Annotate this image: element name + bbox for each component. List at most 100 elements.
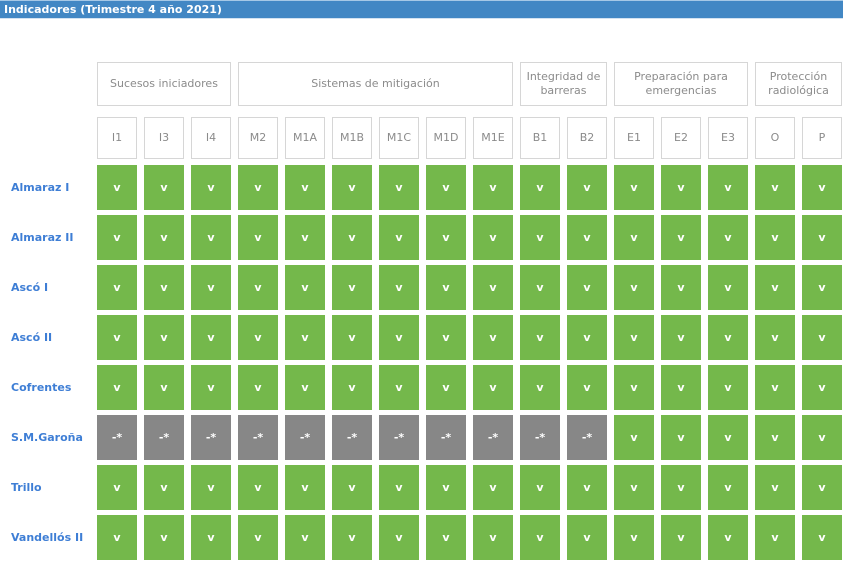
cell-almaraz-i-m1a[interactable]: v (285, 165, 325, 210)
cell-s-m-garona-b2[interactable]: -* (567, 415, 607, 460)
cell-asco-i-e2[interactable]: v (661, 265, 701, 310)
cell-vandellos-ii-e3[interactable]: v (708, 515, 748, 560)
cell-asco-i-o[interactable]: v (755, 265, 795, 310)
cell-trillo-o[interactable]: v (755, 465, 795, 510)
cell-cofrentes-m1e[interactable]: v (473, 365, 513, 410)
cell-trillo-i4[interactable]: v (191, 465, 231, 510)
cell-cofrentes-m1d[interactable]: v (426, 365, 466, 410)
cell-s-m-garona-m1b[interactable]: -* (332, 415, 372, 460)
cell-asco-i-m1c[interactable]: v (379, 265, 419, 310)
cell-almaraz-ii-m2[interactable]: v (238, 215, 278, 260)
cell-vandellos-ii-m1e[interactable]: v (473, 515, 513, 560)
cell-trillo-m1b[interactable]: v (332, 465, 372, 510)
cell-cofrentes-i1[interactable]: v (97, 365, 137, 410)
cell-vandellos-ii-e1[interactable]: v (614, 515, 654, 560)
cell-asco-i-m2[interactable]: v (238, 265, 278, 310)
cell-asco-i-e1[interactable]: v (614, 265, 654, 310)
cell-vandellos-ii-i3[interactable]: v (144, 515, 184, 560)
cell-almaraz-i-p[interactable]: v (802, 165, 842, 210)
cell-vandellos-ii-i4[interactable]: v (191, 515, 231, 560)
cell-s-m-garona-m2[interactable]: -* (238, 415, 278, 460)
cell-asco-ii-o[interactable]: v (755, 315, 795, 360)
cell-almaraz-ii-i4[interactable]: v (191, 215, 231, 260)
cell-almaraz-i-m1d[interactable]: v (426, 165, 466, 210)
cell-almaraz-ii-m1b[interactable]: v (332, 215, 372, 260)
cell-cofrentes-m1c[interactable]: v (379, 365, 419, 410)
row-label-cofrentes[interactable]: Cofrentes (11, 381, 72, 394)
cell-cofrentes-p[interactable]: v (802, 365, 842, 410)
cell-s-m-garona-i3[interactable]: -* (144, 415, 184, 460)
cell-asco-ii-i3[interactable]: v (144, 315, 184, 360)
cell-trillo-e1[interactable]: v (614, 465, 654, 510)
cell-trillo-b1[interactable]: v (520, 465, 560, 510)
row-label-asco-ii[interactable]: Ascó II (11, 331, 53, 344)
cell-vandellos-ii-b1[interactable]: v (520, 515, 560, 560)
cell-almaraz-ii-e3[interactable]: v (708, 215, 748, 260)
cell-almaraz-i-o[interactable]: v (755, 165, 795, 210)
cell-asco-i-i4[interactable]: v (191, 265, 231, 310)
cell-cofrentes-b1[interactable]: v (520, 365, 560, 410)
cell-almaraz-ii-m1a[interactable]: v (285, 215, 325, 260)
cell-trillo-i3[interactable]: v (144, 465, 184, 510)
cell-almaraz-ii-m1d[interactable]: v (426, 215, 466, 260)
cell-almaraz-ii-b1[interactable]: v (520, 215, 560, 260)
cell-trillo-b2[interactable]: v (567, 465, 607, 510)
cell-vandellos-ii-m1d[interactable]: v (426, 515, 466, 560)
cell-cofrentes-i4[interactable]: v (191, 365, 231, 410)
cell-asco-i-m1e[interactable]: v (473, 265, 513, 310)
row-label-vandellos-ii[interactable]: Vandellós II (11, 531, 84, 544)
cell-asco-ii-m2[interactable]: v (238, 315, 278, 360)
cell-trillo-m1c[interactable]: v (379, 465, 419, 510)
cell-cofrentes-e1[interactable]: v (614, 365, 654, 410)
cell-asco-i-m1d[interactable]: v (426, 265, 466, 310)
cell-trillo-e3[interactable]: v (708, 465, 748, 510)
row-label-almaraz-ii[interactable]: Almaraz II (11, 231, 74, 244)
cell-almaraz-ii-m1c[interactable]: v (379, 215, 419, 260)
cell-cofrentes-m1b[interactable]: v (332, 365, 372, 410)
cell-asco-ii-b2[interactable]: v (567, 315, 607, 360)
cell-s-m-garona-o[interactable]: v (755, 415, 795, 460)
cell-s-m-garona-m1e[interactable]: -* (473, 415, 513, 460)
cell-vandellos-ii-b2[interactable]: v (567, 515, 607, 560)
cell-almaraz-ii-i3[interactable]: v (144, 215, 184, 260)
cell-vandellos-ii-i1[interactable]: v (97, 515, 137, 560)
cell-almaraz-ii-e1[interactable]: v (614, 215, 654, 260)
cell-asco-ii-m1c[interactable]: v (379, 315, 419, 360)
cell-almaraz-i-b2[interactable]: v (567, 165, 607, 210)
cell-asco-i-i1[interactable]: v (97, 265, 137, 310)
row-label-almaraz-i[interactable]: Almaraz I (11, 181, 70, 194)
cell-asco-i-b2[interactable]: v (567, 265, 607, 310)
cell-cofrentes-e3[interactable]: v (708, 365, 748, 410)
cell-s-m-garona-i1[interactable]: -* (97, 415, 137, 460)
cell-almaraz-i-b1[interactable]: v (520, 165, 560, 210)
cell-s-m-garona-m1c[interactable]: -* (379, 415, 419, 460)
cell-cofrentes-m2[interactable]: v (238, 365, 278, 410)
cell-almaraz-ii-e2[interactable]: v (661, 215, 701, 260)
cell-asco-i-p[interactable]: v (802, 265, 842, 310)
cell-asco-ii-m1a[interactable]: v (285, 315, 325, 360)
cell-s-m-garona-e3[interactable]: v (708, 415, 748, 460)
cell-asco-ii-i4[interactable]: v (191, 315, 231, 360)
cell-almaraz-i-i3[interactable]: v (144, 165, 184, 210)
cell-cofrentes-b2[interactable]: v (567, 365, 607, 410)
cell-vandellos-ii-m1b[interactable]: v (332, 515, 372, 560)
cell-almaraz-i-m1b[interactable]: v (332, 165, 372, 210)
cell-vandellos-ii-e2[interactable]: v (661, 515, 701, 560)
cell-vandellos-ii-m1c[interactable]: v (379, 515, 419, 560)
cell-asco-ii-e1[interactable]: v (614, 315, 654, 360)
cell-almaraz-ii-b2[interactable]: v (567, 215, 607, 260)
cell-asco-i-i3[interactable]: v (144, 265, 184, 310)
cell-asco-ii-m1e[interactable]: v (473, 315, 513, 360)
cell-s-m-garona-m1d[interactable]: -* (426, 415, 466, 460)
cell-vandellos-ii-o[interactable]: v (755, 515, 795, 560)
cell-almaraz-i-e1[interactable]: v (614, 165, 654, 210)
cell-cofrentes-o[interactable]: v (755, 365, 795, 410)
cell-almaraz-ii-p[interactable]: v (802, 215, 842, 260)
cell-asco-ii-i1[interactable]: v (97, 315, 137, 360)
cell-trillo-m1a[interactable]: v (285, 465, 325, 510)
cell-s-m-garona-p[interactable]: v (802, 415, 842, 460)
cell-trillo-m1e[interactable]: v (473, 465, 513, 510)
cell-trillo-i1[interactable]: v (97, 465, 137, 510)
cell-almaraz-i-e2[interactable]: v (661, 165, 701, 210)
cell-trillo-m2[interactable]: v (238, 465, 278, 510)
